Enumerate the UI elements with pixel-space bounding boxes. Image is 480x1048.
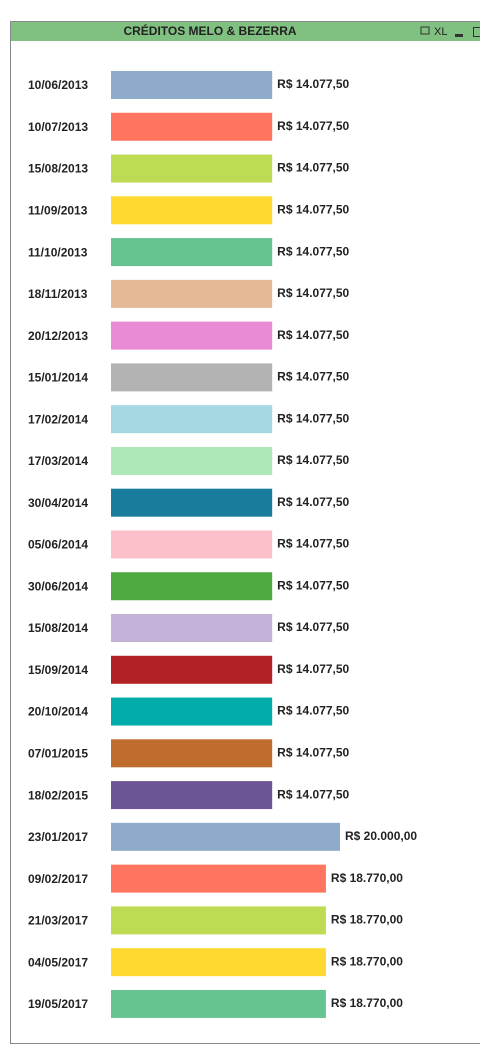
category-label: 04/05/2017 bbox=[28, 955, 88, 969]
value-label: R$ 14.077,50 bbox=[277, 119, 349, 133]
value-label: R$ 18.770,00 bbox=[331, 996, 403, 1010]
category-label: 09/02/2017 bbox=[28, 872, 88, 886]
category-label: 20/12/2013 bbox=[28, 329, 88, 343]
value-label: R$ 14.077,50 bbox=[277, 286, 349, 300]
print-icon[interactable] bbox=[420, 26, 430, 35]
category-label: 15/08/2014 bbox=[28, 621, 88, 635]
bar bbox=[111, 238, 273, 267]
bar bbox=[111, 112, 273, 141]
category-label: 17/03/2014 bbox=[28, 454, 88, 468]
xl-button[interactable]: XL bbox=[434, 26, 447, 38]
value-label: R$ 18.770,00 bbox=[331, 954, 403, 968]
value-label: R$ 14.077,50 bbox=[277, 328, 349, 342]
value-label: R$ 14.077,50 bbox=[277, 161, 349, 175]
category-label: 30/06/2014 bbox=[28, 579, 88, 593]
bar bbox=[111, 279, 273, 308]
category-label: 15/09/2014 bbox=[28, 663, 88, 677]
category-label: 21/03/2017 bbox=[28, 914, 88, 928]
maximize-icon[interactable] bbox=[473, 27, 480, 37]
value-label: R$ 14.077,50 bbox=[277, 537, 349, 551]
bar bbox=[111, 154, 273, 183]
value-label: R$ 14.077,50 bbox=[277, 620, 349, 634]
bar bbox=[111, 822, 340, 851]
value-label: R$ 14.077,50 bbox=[277, 77, 349, 91]
value-label: R$ 14.077,50 bbox=[277, 787, 349, 801]
bar bbox=[111, 196, 273, 225]
bar bbox=[111, 321, 273, 350]
header bbox=[11, 22, 480, 41]
value-label: R$ 14.077,50 bbox=[277, 202, 349, 216]
category-label: 18/02/2015 bbox=[28, 788, 88, 802]
category-label: 05/06/2014 bbox=[28, 538, 88, 552]
bar bbox=[111, 864, 326, 893]
bar bbox=[111, 781, 273, 810]
category-label: 18/11/2013 bbox=[28, 287, 88, 301]
bar bbox=[111, 488, 273, 517]
value-label: R$ 18.770,00 bbox=[331, 871, 403, 885]
category-label: 10/06/2013 bbox=[28, 78, 88, 92]
category-label: 11/10/2013 bbox=[28, 245, 88, 259]
category-label: 10/07/2013 bbox=[28, 120, 88, 134]
value-label: R$ 14.077,50 bbox=[277, 704, 349, 718]
category-label: 23/01/2017 bbox=[28, 830, 88, 844]
bar bbox=[111, 739, 273, 768]
value-label: R$ 14.077,50 bbox=[277, 411, 349, 425]
category-label: 15/01/2014 bbox=[28, 371, 88, 385]
bar bbox=[111, 530, 273, 559]
value-label: R$ 14.077,50 bbox=[277, 745, 349, 759]
value-label: R$ 14.077,50 bbox=[277, 495, 349, 509]
value-label: R$ 14.077,50 bbox=[277, 578, 349, 592]
bar bbox=[111, 906, 326, 935]
category-label: 30/04/2014 bbox=[28, 496, 88, 510]
bar bbox=[111, 948, 326, 977]
value-label: R$ 14.077,50 bbox=[277, 370, 349, 384]
value-label: R$ 14.077,50 bbox=[277, 244, 349, 258]
bar bbox=[111, 446, 273, 475]
bar bbox=[111, 614, 273, 643]
bar bbox=[111, 655, 273, 684]
value-label: R$ 18.770,00 bbox=[331, 913, 403, 927]
bar bbox=[111, 405, 273, 434]
category-label: 19/05/2017 bbox=[28, 997, 88, 1011]
category-label: 20/10/2014 bbox=[28, 705, 88, 719]
value-label: R$ 14.077,50 bbox=[277, 662, 349, 676]
bar bbox=[111, 71, 273, 99]
window-title: CRÉDITOS MELO & BEZERRA bbox=[123, 23, 296, 38]
value-label: R$ 20.000,00 bbox=[345, 829, 417, 843]
bar bbox=[111, 989, 326, 1018]
value-label: R$ 14.077,50 bbox=[277, 453, 349, 467]
bar bbox=[111, 363, 273, 392]
bar bbox=[111, 572, 273, 601]
bar bbox=[111, 697, 273, 726]
category-label: 11/09/2013 bbox=[28, 203, 88, 217]
category-label: 15/08/2013 bbox=[28, 162, 88, 176]
minimize-icon[interactable] bbox=[455, 34, 463, 37]
category-label: 07/01/2015 bbox=[28, 746, 88, 760]
category-label: 17/02/2014 bbox=[28, 412, 88, 426]
